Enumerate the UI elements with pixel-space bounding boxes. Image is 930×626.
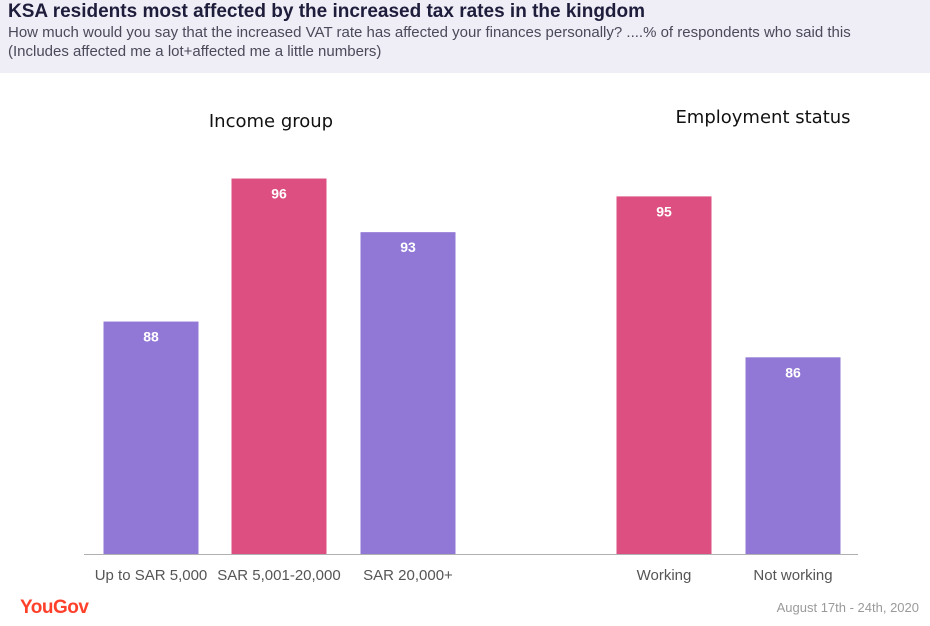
category-label: SAR 20,000+ <box>363 567 453 584</box>
subtitle-line-2: (Includes affected me a lot+affected me … <box>8 43 382 60</box>
category-label: Up to SAR 5,000 <box>95 567 208 584</box>
data-label: 93 <box>400 239 416 255</box>
yougov-logo: YouGov <box>20 597 89 618</box>
bar <box>103 321 199 554</box>
bar <box>745 357 841 554</box>
bar <box>231 178 327 554</box>
chart-subtitle: How much would you say that the increase… <box>8 23 923 61</box>
subtitle-line-1: How much would you say that the increase… <box>8 24 851 41</box>
bar <box>616 196 712 554</box>
data-label: 96 <box>271 186 287 202</box>
data-label: 88 <box>143 329 159 345</box>
header-band: KSA residents most affected by the incre… <box>0 0 930 73</box>
group-title: Employment status <box>675 107 850 128</box>
category-label: SAR 5,001-20,000 <box>217 567 340 584</box>
chart-title: KSA residents most affected by the incre… <box>8 1 646 22</box>
bar <box>360 232 456 554</box>
category-label: Not working <box>753 567 832 584</box>
data-label: 86 <box>785 364 801 380</box>
category-label: Working <box>637 567 692 584</box>
group-title: Income group <box>209 111 333 132</box>
fieldwork-date: August 17th - 24th, 2020 <box>776 600 919 615</box>
data-label: 95 <box>656 203 672 219</box>
